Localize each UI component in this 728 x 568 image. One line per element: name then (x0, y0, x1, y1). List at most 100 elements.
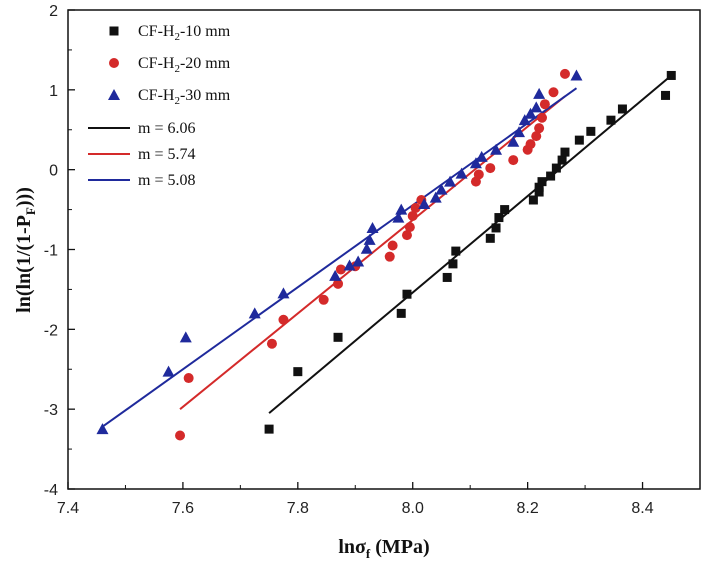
data-point (410, 202, 421, 213)
axis-tick-labels: 7.4 7.6 7.8 8.0 8.2 8.4 -4 -3 -2 -1 0 1 2 (44, 3, 654, 517)
data-point (401, 230, 412, 241)
data-point (485, 233, 495, 243)
data-point (508, 155, 519, 166)
legend-fit-label: m = 6.06 (138, 120, 195, 137)
y-tick-label: 2 (49, 3, 58, 20)
data-point (363, 233, 376, 245)
data-point (617, 104, 627, 114)
data-point (404, 222, 415, 233)
fit-lines (101, 74, 672, 428)
data-point (407, 210, 418, 221)
data-point (352, 255, 365, 267)
x-tick-label: 8.2 (517, 500, 539, 517)
data-point (387, 240, 398, 251)
data-point (606, 115, 616, 125)
data-point (533, 87, 546, 99)
legend-marker (109, 58, 119, 68)
data-point (396, 308, 406, 318)
data-point (96, 423, 109, 435)
legend-fit-label: m = 5.74 (138, 146, 195, 163)
x-tick-label: 7.8 (287, 500, 309, 517)
data-point (524, 107, 537, 119)
data-point (278, 314, 289, 325)
data-point (384, 251, 395, 262)
data-point (528, 195, 538, 205)
data-point (500, 205, 510, 215)
x-tick-label: 7.4 (57, 500, 79, 517)
fit-line (101, 87, 578, 428)
data-point (469, 157, 482, 169)
data-point (248, 307, 261, 319)
data-point (442, 272, 452, 282)
data-point (539, 99, 550, 110)
data-point (475, 150, 488, 162)
data-point (175, 430, 186, 441)
data-point (343, 259, 356, 271)
data-point (525, 139, 536, 150)
data-point (531, 131, 542, 142)
data-point (534, 187, 544, 197)
legend-entry-label: CF-H2-10 mm (138, 23, 231, 43)
data-point (551, 163, 561, 173)
data-point (473, 169, 484, 180)
data-point (266, 338, 277, 349)
legend: CF-H2-10 mm CF-H2-20 mm CF-H2-30 mm m = 6.0… (88, 23, 231, 189)
data-point (570, 69, 583, 81)
legend-marker (109, 26, 119, 36)
data-point (429, 191, 442, 203)
data-point (574, 135, 584, 145)
data-point (444, 175, 457, 187)
data-point (586, 126, 596, 136)
data-point (333, 332, 343, 342)
y-tick-label: 0 (49, 163, 58, 180)
data-point (335, 264, 346, 275)
data-point (418, 197, 431, 209)
y-tick-label: -1 (44, 243, 58, 260)
data-point (530, 101, 543, 113)
data-point (490, 143, 503, 155)
data-point (559, 68, 570, 79)
fit-line (268, 74, 672, 414)
fit-line (179, 95, 566, 410)
x-tick-label: 7.6 (172, 500, 194, 517)
legend-fit-label: m = 5.08 (138, 172, 195, 189)
x-tick-label: 8.4 (631, 500, 653, 517)
legend-marker (108, 89, 120, 100)
data-point (485, 163, 496, 174)
data-point (264, 424, 274, 434)
data-point (557, 155, 567, 165)
data-point (537, 112, 547, 123)
data-point (293, 367, 303, 377)
data-point (666, 70, 676, 80)
data-point (455, 167, 468, 179)
x-axis-title: lnσf (MPa) (338, 536, 429, 561)
data-point (661, 90, 671, 100)
data-markers (96, 68, 676, 441)
data-point (513, 126, 526, 138)
data-point (537, 177, 547, 187)
data-point (318, 294, 329, 305)
data-point (448, 259, 458, 269)
y-tick-label: -2 (44, 322, 58, 339)
data-point (392, 211, 405, 223)
legend-entry-label: CF-H2-20 mm (138, 55, 231, 75)
x-tick-label: 8.0 (402, 500, 424, 517)
data-point (329, 269, 342, 281)
plot-area (67, 9, 701, 490)
data-point (402, 289, 412, 299)
data-point (548, 87, 559, 98)
data-point (494, 213, 504, 223)
data-point (366, 221, 379, 233)
data-point (183, 373, 194, 384)
data-point (333, 278, 344, 289)
data-point (435, 183, 448, 195)
data-point (179, 331, 192, 343)
data-point (491, 223, 501, 233)
data-point (534, 123, 545, 134)
data-point (451, 246, 461, 256)
y-tick-label: -3 (44, 402, 58, 419)
data-point (277, 287, 290, 299)
legend-entry-label: CF-H2-30 mm (138, 87, 231, 107)
data-point (507, 135, 520, 147)
